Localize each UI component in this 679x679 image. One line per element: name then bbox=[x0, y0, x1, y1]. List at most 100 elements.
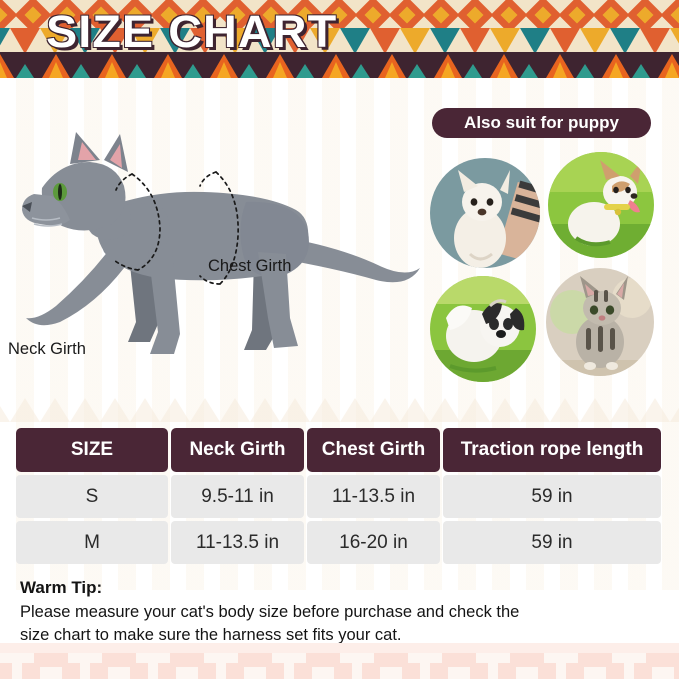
pattern-tick bbox=[128, 64, 146, 78]
watermark-chevron bbox=[70, 398, 100, 422]
watermark-chevron bbox=[640, 398, 670, 422]
watermark-chevron bbox=[340, 398, 370, 422]
watermark-chevron bbox=[10, 398, 40, 422]
pet-photo-shih-tzu-grass bbox=[430, 276, 536, 382]
cell-traction: 59 in bbox=[443, 521, 661, 564]
pattern-chevron bbox=[490, 28, 520, 54]
footer-step bbox=[544, 653, 578, 663]
pattern-flame-inner bbox=[553, 62, 567, 78]
th-neck: Neck Girth bbox=[171, 428, 304, 472]
pattern-chevron bbox=[280, 28, 310, 54]
pattern-chevron bbox=[520, 28, 550, 54]
warm-tip-line-1: Please measure your cat's body size befo… bbox=[20, 603, 520, 621]
neck-girth-label: Neck Girth bbox=[8, 340, 86, 358]
pattern-flame-inner bbox=[665, 62, 679, 78]
pattern-chevron bbox=[670, 28, 679, 54]
warm-tip-title: Warm Tip: bbox=[20, 578, 103, 597]
footer-step bbox=[80, 663, 90, 679]
pattern-chevron bbox=[250, 28, 280, 54]
footer-step bbox=[408, 653, 442, 663]
pattern-tick bbox=[240, 64, 258, 78]
pattern-flame-inner bbox=[497, 62, 511, 78]
pattern-chevron bbox=[460, 28, 490, 54]
warm-tip-section: Warm Tip: Please measure your cat's body… bbox=[20, 578, 640, 647]
pattern-tick bbox=[16, 64, 34, 78]
pattern-chevron bbox=[580, 28, 610, 54]
background-chevron-watermark bbox=[0, 398, 679, 424]
pattern-chevron bbox=[160, 28, 190, 54]
watermark-chevron bbox=[550, 398, 580, 422]
pattern-flame-inner bbox=[105, 62, 119, 78]
puppy-badge-label: Also suit for puppy bbox=[464, 113, 619, 132]
pattern-tick bbox=[72, 64, 90, 78]
footer-step bbox=[612, 653, 646, 663]
watermark-chevron bbox=[310, 398, 340, 422]
pet-photo-chihuahua-puppy bbox=[430, 158, 540, 268]
watermark-chevron bbox=[430, 398, 460, 422]
watermark-chevron bbox=[610, 398, 640, 422]
footer-step bbox=[204, 653, 238, 663]
pattern-chevron bbox=[400, 28, 430, 54]
footer-step bbox=[476, 653, 510, 663]
pattern-tick bbox=[352, 64, 370, 78]
cell-size: S bbox=[16, 475, 168, 518]
footer-step bbox=[40, 667, 62, 679]
cat-measurement-diagram: Neck Girth Chest Girth bbox=[8, 118, 428, 380]
pattern-flame-inner bbox=[0, 62, 7, 78]
cell-size: M bbox=[16, 521, 168, 564]
pattern-chevron bbox=[190, 28, 220, 54]
cell-neck: 9.5-11 in bbox=[171, 475, 304, 518]
table-header-row: SIZE Neck Girth Chest Girth Traction rop… bbox=[16, 428, 664, 472]
watermark-chevron bbox=[220, 398, 250, 422]
footer-step bbox=[12, 663, 22, 679]
pattern-tick bbox=[296, 64, 314, 78]
pattern-chevron bbox=[610, 28, 640, 54]
watermark-chevron bbox=[40, 398, 70, 422]
pattern-tick bbox=[632, 64, 650, 78]
pattern-flame-inner bbox=[273, 62, 287, 78]
table-row: S 9.5-11 in 11-13.5 in 59 in bbox=[16, 475, 664, 518]
header-tribal-band: SIZE CHART bbox=[0, 0, 679, 78]
watermark-chevron bbox=[370, 398, 400, 422]
watermark-chevron bbox=[520, 398, 550, 422]
footer-top-strip bbox=[0, 643, 679, 653]
pattern-flame-inner bbox=[329, 62, 343, 78]
footer-step bbox=[176, 667, 198, 679]
table-row: M 11-13.5 in 16-20 in 59 in bbox=[16, 521, 664, 564]
footer-step bbox=[448, 667, 470, 679]
pattern-tick bbox=[408, 64, 426, 78]
footer-step bbox=[488, 663, 498, 679]
pattern-chevron bbox=[0, 28, 10, 54]
footer-step bbox=[136, 653, 170, 663]
pattern-flame-inner bbox=[441, 62, 455, 78]
pattern-flame-inner bbox=[385, 62, 399, 78]
pattern-chevron bbox=[40, 28, 70, 54]
footer-step bbox=[68, 653, 102, 663]
pattern-chevron-row bbox=[0, 28, 679, 54]
watermark-chevron bbox=[160, 398, 190, 422]
watermark-chevron bbox=[490, 398, 520, 422]
footer-step bbox=[284, 663, 294, 679]
watermark-chevron bbox=[580, 398, 610, 422]
cell-chest: 16-20 in bbox=[307, 521, 440, 564]
pattern-chevron bbox=[220, 28, 250, 54]
watermark-chevron bbox=[460, 398, 490, 422]
watermark-chevron bbox=[190, 398, 220, 422]
pattern-chevron bbox=[550, 28, 580, 54]
footer-step bbox=[352, 663, 362, 679]
pet-photo-tabby-kitten bbox=[546, 268, 654, 376]
th-chest: Chest Girth bbox=[307, 428, 440, 472]
footer-step bbox=[312, 667, 334, 679]
watermark-chevron bbox=[0, 398, 10, 422]
footer-pattern-strip bbox=[0, 653, 679, 679]
size-chart-table: SIZE Neck Girth Chest Girth Traction rop… bbox=[16, 428, 664, 567]
pattern-chevron bbox=[430, 28, 460, 54]
footer-step bbox=[340, 653, 374, 663]
cell-chest: 11-13.5 in bbox=[307, 475, 440, 518]
pattern-flame-inner bbox=[609, 62, 623, 78]
pattern-diamond-row bbox=[0, 0, 679, 34]
footer-step bbox=[148, 663, 158, 679]
footer-step bbox=[380, 667, 402, 679]
footer-step bbox=[420, 663, 430, 679]
pattern-chevron bbox=[10, 28, 40, 54]
